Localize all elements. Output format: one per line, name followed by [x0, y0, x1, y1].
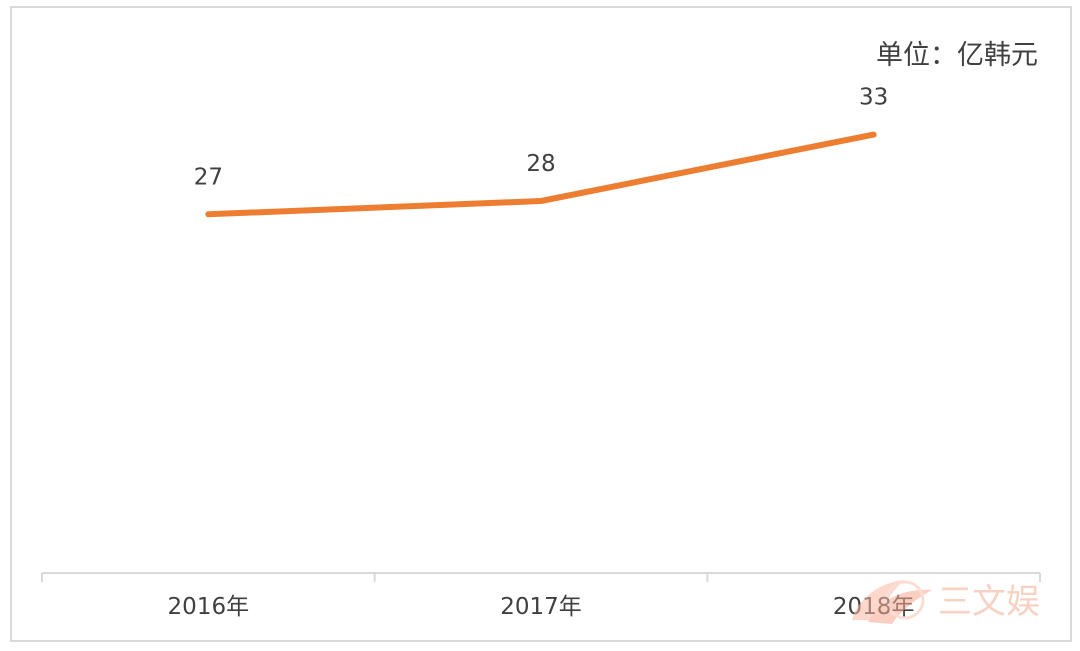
data-point	[873, 134, 875, 136]
data-label: 28	[526, 151, 555, 177]
data-point	[540, 200, 542, 202]
data-label: 33	[859, 85, 888, 111]
watermark-text: 三文娱	[938, 582, 1040, 622]
unit-label: 单位：亿韩元	[876, 40, 1038, 71]
data-label: 27	[194, 164, 223, 190]
x-tick-label: 2016年	[168, 594, 250, 620]
watermark: 三文娱	[852, 580, 1040, 624]
x-tick-label: 2017年	[500, 594, 582, 620]
x-axis	[41, 572, 1041, 582]
chart-frame	[10, 6, 1072, 642]
data-point	[207, 213, 209, 215]
data-labels: 27 28 33	[194, 85, 889, 191]
x-tick-labels: 2016年2017年2018年	[168, 594, 915, 620]
series-group	[205, 131, 877, 218]
watermark-logo-icon	[852, 580, 932, 624]
